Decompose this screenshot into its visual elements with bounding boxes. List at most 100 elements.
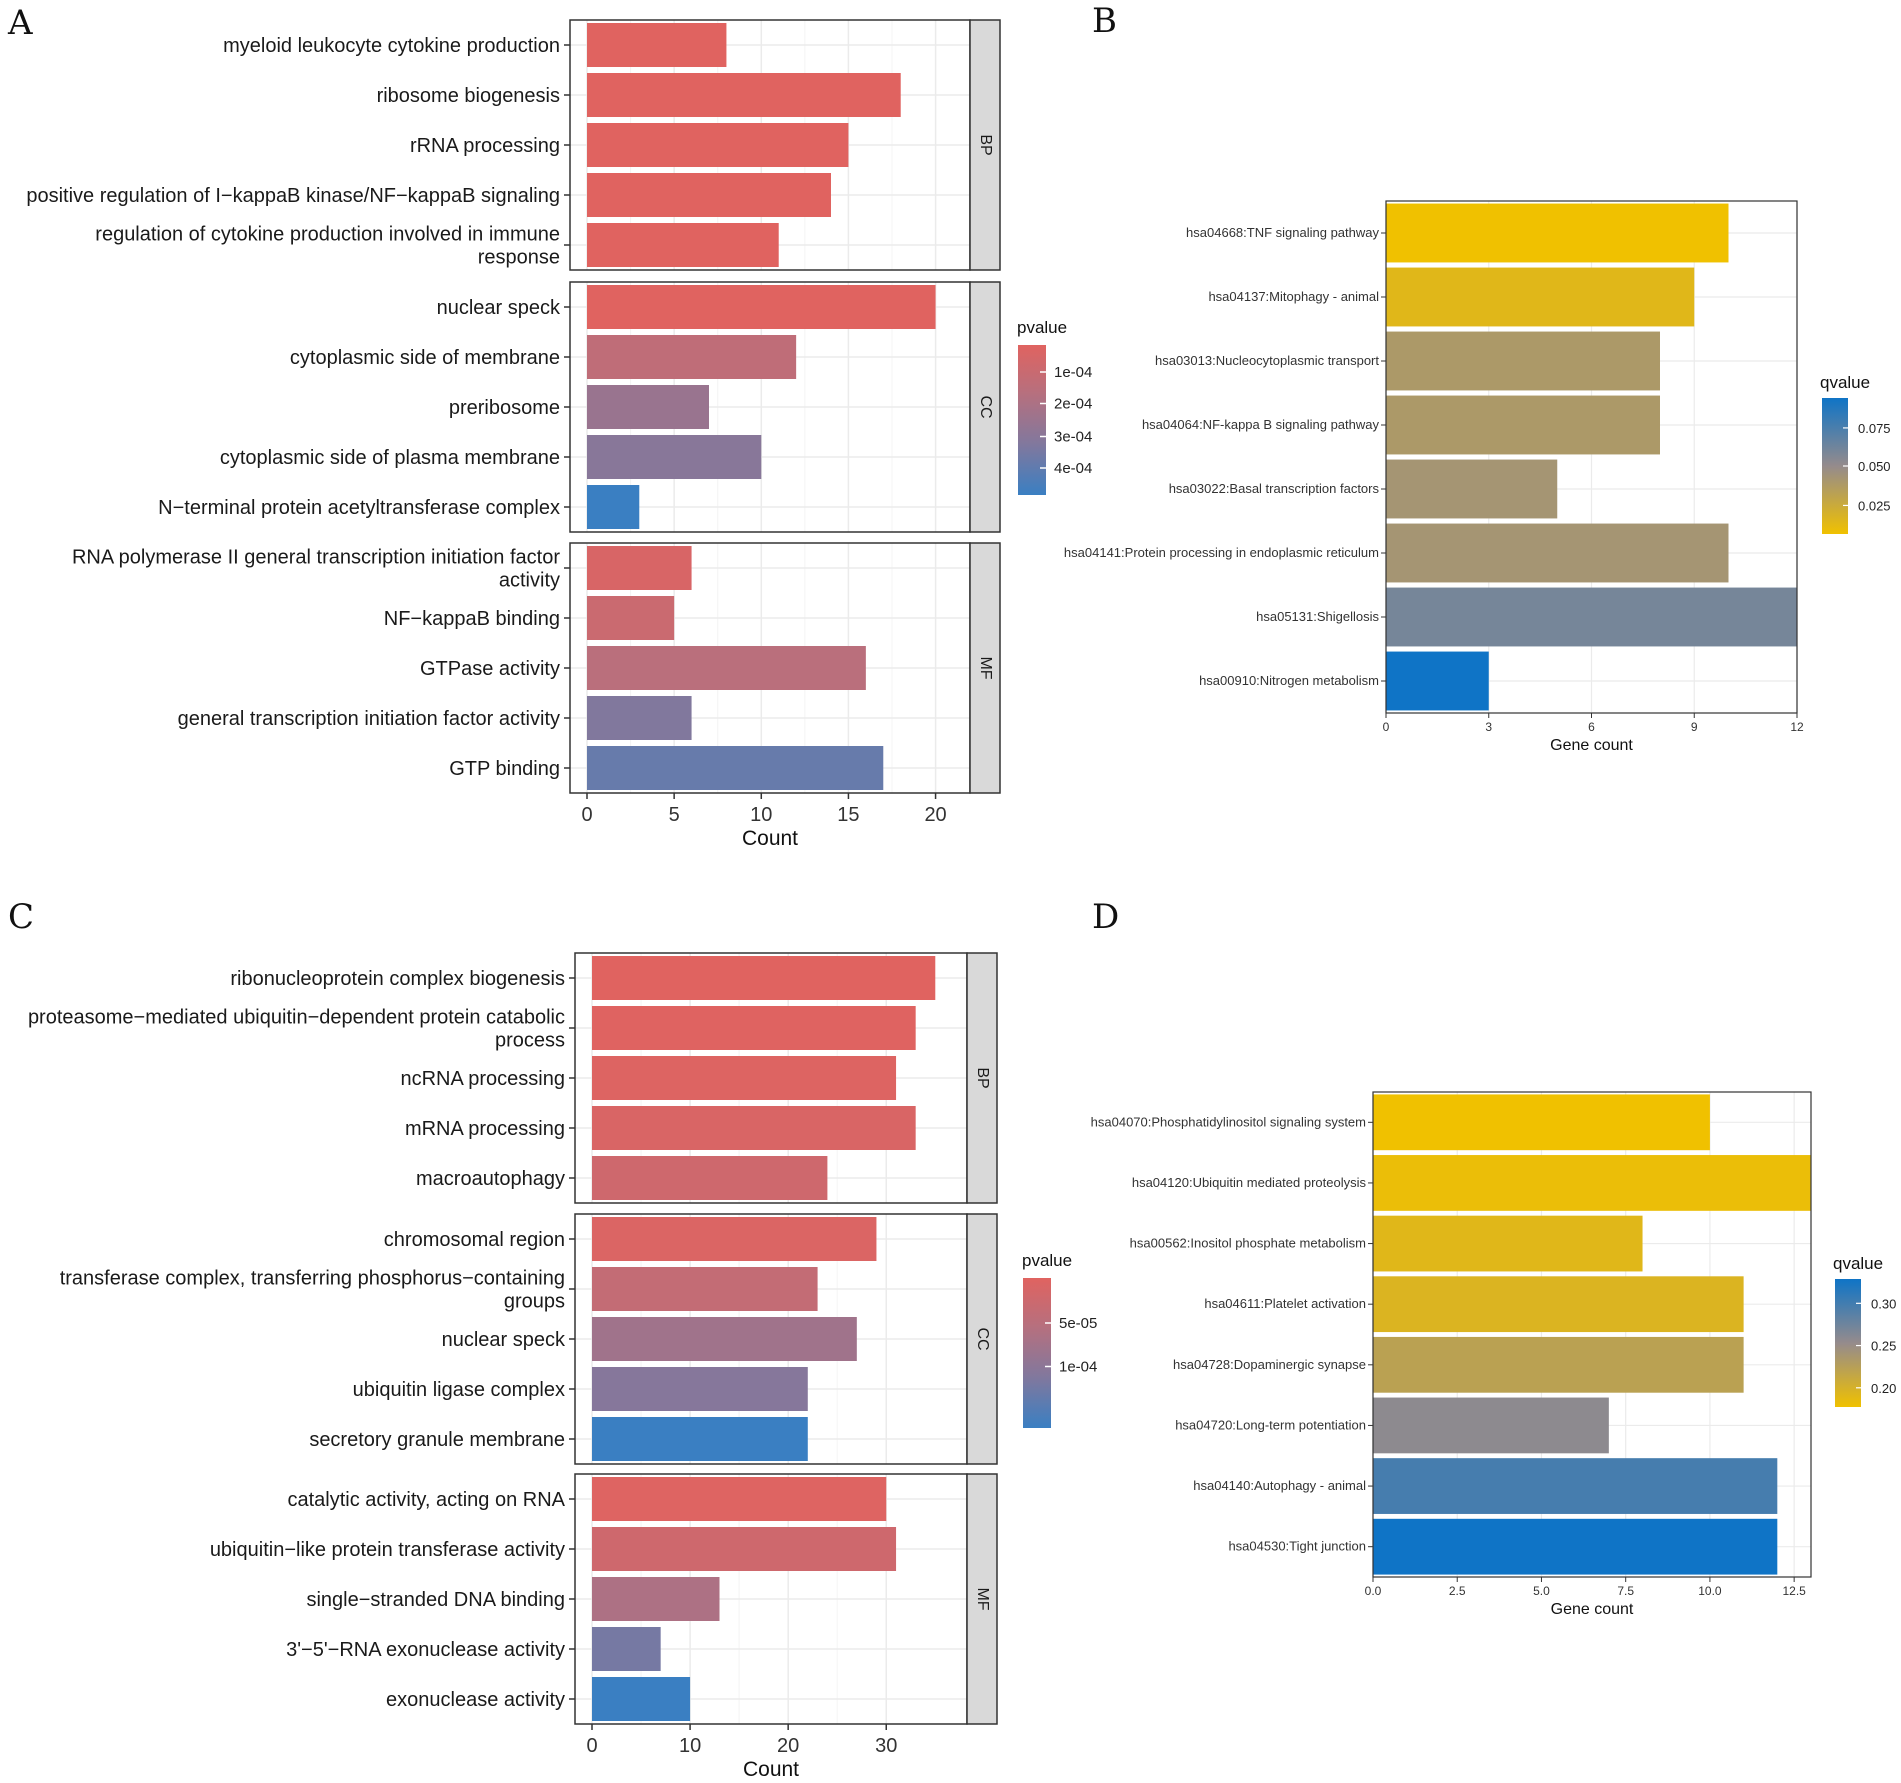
bar [587,746,884,790]
x-tick-label: 10.0 [1698,1584,1722,1598]
category-label: hsa03022:Basal transcription factors [1169,481,1380,496]
bar [592,1006,916,1050]
facet-strip [966,952,998,1204]
x-tick-label: 10 [679,1735,701,1757]
category-label: ribosome biogenesis [377,85,560,107]
category-label: nuclear speck [437,297,561,319]
bar [592,1217,877,1261]
bar [1373,1458,1778,1514]
legend-tick-label: 1e-04 [1059,1359,1097,1376]
bar [587,223,779,267]
bar [1386,395,1660,455]
bar [587,73,901,117]
x-tick-label: 7.5 [1617,1584,1634,1598]
legend-colorbar [1023,1278,1051,1428]
bar [1386,587,1797,647]
category-label: ribonucleoprotein complex biogenesis [230,968,565,990]
legend-title: pvalue [1017,318,1067,337]
category-label: response [478,247,560,269]
bar [1373,1276,1744,1333]
legend-title: qvalue [1820,373,1870,392]
bar [592,1477,887,1521]
category-label: NF−kappaB binding [384,608,560,630]
x-tick-label: 20 [777,1735,799,1757]
category-label: hsa04070:Phosphatidylinositol signaling … [1091,1114,1366,1129]
bar [1386,331,1660,391]
x-axis-title: Gene count [1550,737,1633,754]
category-label: GTP binding [449,758,560,780]
facet-strip [966,1473,998,1725]
facet-strip-label: BP [974,1067,991,1088]
bar [1386,459,1558,519]
category-label: RNA polymerase II general transcription … [72,547,560,569]
facet-strip [969,281,1001,533]
bar [1373,1336,1744,1393]
x-tick-label: 6 [1588,720,1595,734]
legend-colorbar [1835,1279,1861,1407]
x-tick-label: 0 [586,1735,597,1757]
legend-colorbar [1018,345,1046,495]
category-label: hsa04728:Dopaminergic synapse [1173,1357,1366,1372]
panel-label-b: B [1092,1,1117,41]
bar [1373,1215,1643,1272]
legend-tick-label: 0.025 [1858,498,1891,513]
category-label: hsa04140:Autophagy - animal [1193,1478,1366,1493]
facet-strip-label: MF [977,656,994,679]
category-label: rRNA processing [410,135,560,157]
category-label: ubiquitin ligase complex [353,1379,565,1401]
legend-tick-label: 0.050 [1858,459,1891,474]
category-label: GTPase activity [420,658,560,680]
go-chart-c: ribonucleoprotein complex biogenesis prot… [28,952,1097,1781]
x-tick-label: 12.5 [1782,1584,1806,1598]
bar [592,1267,818,1311]
bar [1373,1155,1811,1211]
kegg-chart-b: hsa04668:TNF signaling pathway hsa04137:M… [1064,200,1891,754]
legend-tick-label: 4e-04 [1054,460,1092,477]
bar [587,546,692,590]
bar [587,646,866,690]
facet-strip [969,542,1001,794]
bar [592,1056,897,1100]
panel-label-a: A [7,3,33,43]
category-label: hsa00562:Inositol phosphate metabolism [1130,1236,1366,1251]
x-tick-label: 15 [837,804,859,826]
category-label: 3'−5'−RNA exonuclease activity [286,1639,565,1661]
category-label: cytoplasmic side of plasma membrane [220,447,560,469]
category-label: general transcription initiation factor … [178,708,560,730]
bar [592,1317,857,1361]
category-label: hsa05131:Shigellosis [1256,609,1379,624]
x-axis-title: Count [743,1758,799,1781]
x-tick-label: 2.5 [1449,1584,1466,1598]
category-label: activity [499,570,560,592]
facet-strip-label: BP [977,134,994,155]
x-tick-label: 9 [1691,720,1698,734]
bar [587,23,727,67]
bar [592,1627,661,1671]
x-tick-label: 0 [581,804,592,826]
category-label: N−terminal protein acetyltransferase com… [158,497,560,519]
legend-tick-label: 0.30 [1871,1296,1896,1311]
category-label: hsa04668:TNF signaling pathway [1186,225,1379,240]
bar [1373,1518,1778,1575]
bar [587,173,831,217]
bar [587,696,692,740]
x-tick-label: 12 [1790,720,1804,734]
x-tick-label: 10 [750,804,772,826]
panel-label-c: C [8,897,34,937]
bar [587,435,762,479]
category-label: chromosomal region [384,1229,565,1251]
x-axis-title: Count [742,827,798,850]
category-label: process [495,1030,565,1052]
legend-tick-label: 3e-04 [1054,429,1092,446]
bar [592,1527,897,1571]
category-label: hsa04530:Tight junction [1228,1539,1366,1554]
category-label: hsa03013:Nucleocytoplasmic transport [1155,353,1379,368]
facet-strip-label: CC [977,395,994,418]
x-tick-label: 5 [669,804,680,826]
panel-label-d: D [1092,897,1119,937]
x-tick-label: 0.0 [1365,1584,1382,1598]
category-label: proteasome−mediated ubiquitin−dependent … [28,1007,565,1029]
bar [592,956,936,1000]
legend-tick-label: 5e-05 [1059,1315,1097,1332]
